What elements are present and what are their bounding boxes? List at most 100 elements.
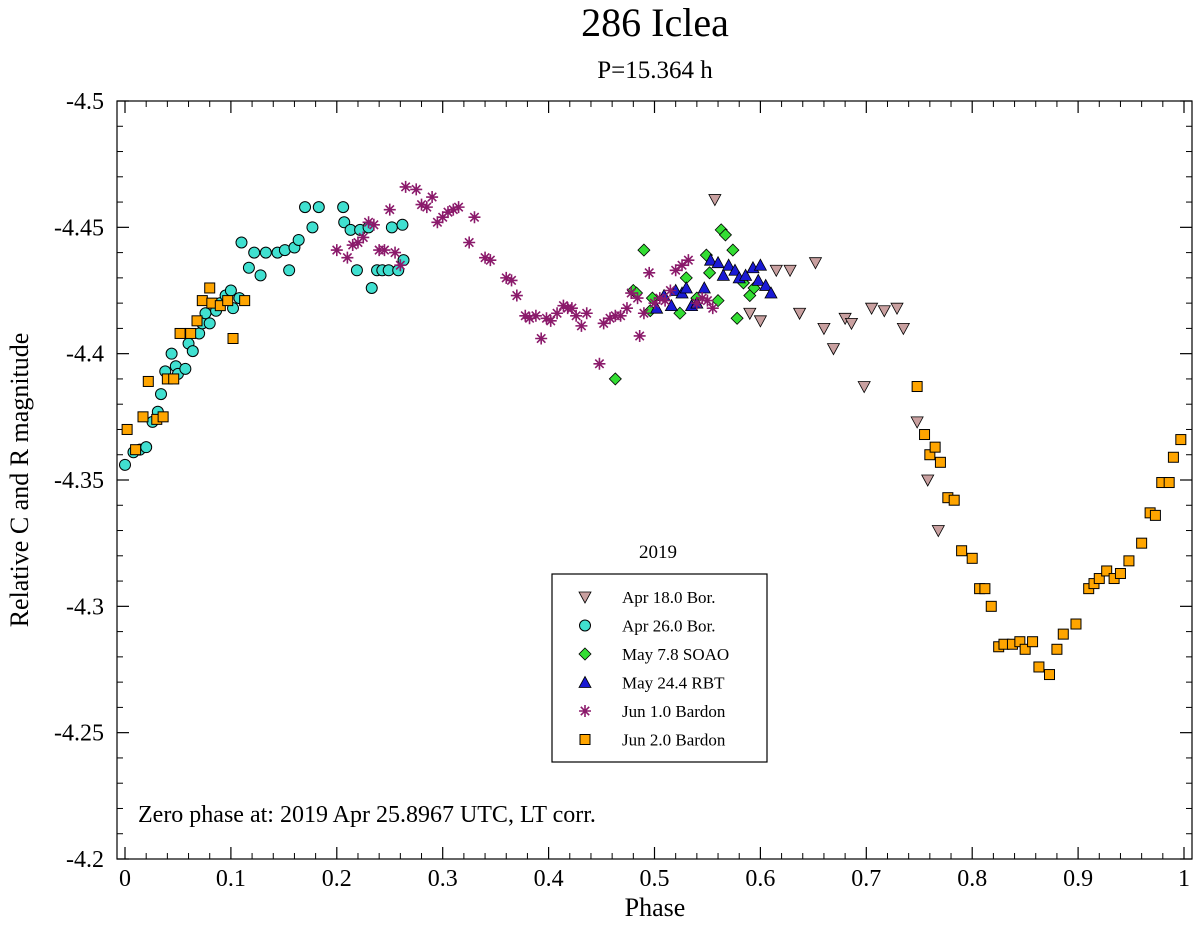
x-tick-label: 0.8	[957, 866, 987, 892]
data-point	[1175, 434, 1187, 446]
legend-box	[551, 573, 768, 763]
data-point	[1033, 661, 1045, 673]
data-point	[337, 201, 350, 214]
data-point	[130, 444, 142, 456]
data-point	[966, 552, 978, 564]
data-point	[436, 211, 449, 224]
data-point	[682, 254, 695, 267]
data-point	[357, 231, 370, 244]
data-point	[179, 362, 192, 375]
data-point	[653, 292, 666, 305]
data-point	[1123, 555, 1135, 567]
data-point	[911, 381, 923, 393]
y-tick-label: -4.4	[66, 342, 104, 368]
data-point	[649, 301, 664, 314]
series-0	[708, 194, 945, 538]
data-point	[399, 180, 412, 193]
data-point	[283, 264, 296, 277]
data-point	[463, 236, 476, 249]
data-point	[864, 302, 879, 316]
data-point	[140, 441, 153, 454]
data-points	[119, 180, 1187, 681]
data-point	[350, 264, 363, 277]
data-point	[415, 198, 428, 211]
x-tick-label: 0.1	[216, 866, 246, 892]
data-point	[312, 201, 325, 214]
data-point	[383, 203, 396, 216]
legend-label: Jun 1.0 Bardon	[622, 702, 726, 721]
data-point	[510, 289, 523, 302]
data-point	[703, 266, 717, 280]
data-point	[242, 261, 255, 274]
data-point	[1051, 643, 1063, 655]
data-point	[227, 333, 239, 345]
x-tick-label: 0.2	[322, 866, 352, 892]
data-point	[597, 317, 610, 330]
data-point	[248, 246, 261, 259]
data-point	[764, 286, 778, 299]
y-tick-label: -4.3	[66, 594, 104, 620]
data-point	[580, 307, 593, 320]
data-point	[721, 258, 736, 271]
data-point	[544, 314, 557, 327]
data-point	[643, 266, 656, 279]
data-point	[259, 246, 272, 259]
data-point	[394, 259, 407, 272]
data-point	[690, 297, 703, 310]
x-axis-label: Phase	[625, 893, 686, 922]
data-point	[697, 281, 711, 294]
data-point	[142, 375, 154, 387]
data-point	[165, 347, 178, 360]
data-point	[378, 244, 391, 257]
x-tick-label: 0.4	[534, 866, 564, 892]
data-point	[676, 259, 689, 272]
data-point	[426, 191, 439, 204]
data-point	[718, 228, 733, 242]
data-point	[738, 268, 753, 281]
legend-marker	[578, 675, 592, 688]
data-point	[948, 494, 960, 506]
y-tick-label: -4.35	[54, 468, 104, 494]
data-point	[625, 287, 638, 300]
data-point	[155, 388, 168, 401]
data-point	[420, 201, 433, 214]
data-point	[484, 254, 497, 267]
data-point	[557, 299, 570, 312]
y-tick-label: -4.45	[54, 215, 104, 241]
data-point	[1149, 509, 1161, 521]
series-2	[608, 223, 761, 386]
data-point	[222, 295, 234, 307]
data-point	[669, 264, 682, 277]
data-point	[910, 416, 924, 429]
legend-marker	[579, 734, 591, 745]
series-1	[119, 201, 410, 471]
x-tick-label: 0.7	[851, 866, 881, 892]
data-point	[604, 312, 617, 325]
data-point	[168, 373, 180, 385]
y-tick-label: -4.25	[54, 721, 104, 747]
legend-marker	[579, 619, 591, 632]
data-point	[203, 317, 216, 330]
data-point	[808, 257, 823, 270]
data-point	[523, 312, 536, 325]
data-point	[299, 201, 312, 214]
data-point	[1163, 477, 1175, 489]
data-point	[783, 264, 797, 278]
data-point	[956, 545, 968, 557]
legend-marker	[578, 647, 592, 661]
data-point	[1136, 537, 1148, 549]
data-point	[614, 309, 627, 322]
data-point	[728, 263, 742, 276]
data-point	[519, 309, 532, 322]
data-point	[1057, 628, 1069, 640]
legend-label: Apr 18.0 Bor.	[622, 588, 716, 607]
data-point	[385, 221, 398, 234]
data-point	[447, 203, 460, 216]
data-point	[929, 441, 941, 453]
data-point	[921, 474, 935, 487]
data-point	[468, 211, 481, 224]
data-point	[479, 251, 492, 264]
data-point	[631, 292, 644, 305]
data-point	[500, 271, 513, 284]
data-point	[431, 216, 444, 229]
